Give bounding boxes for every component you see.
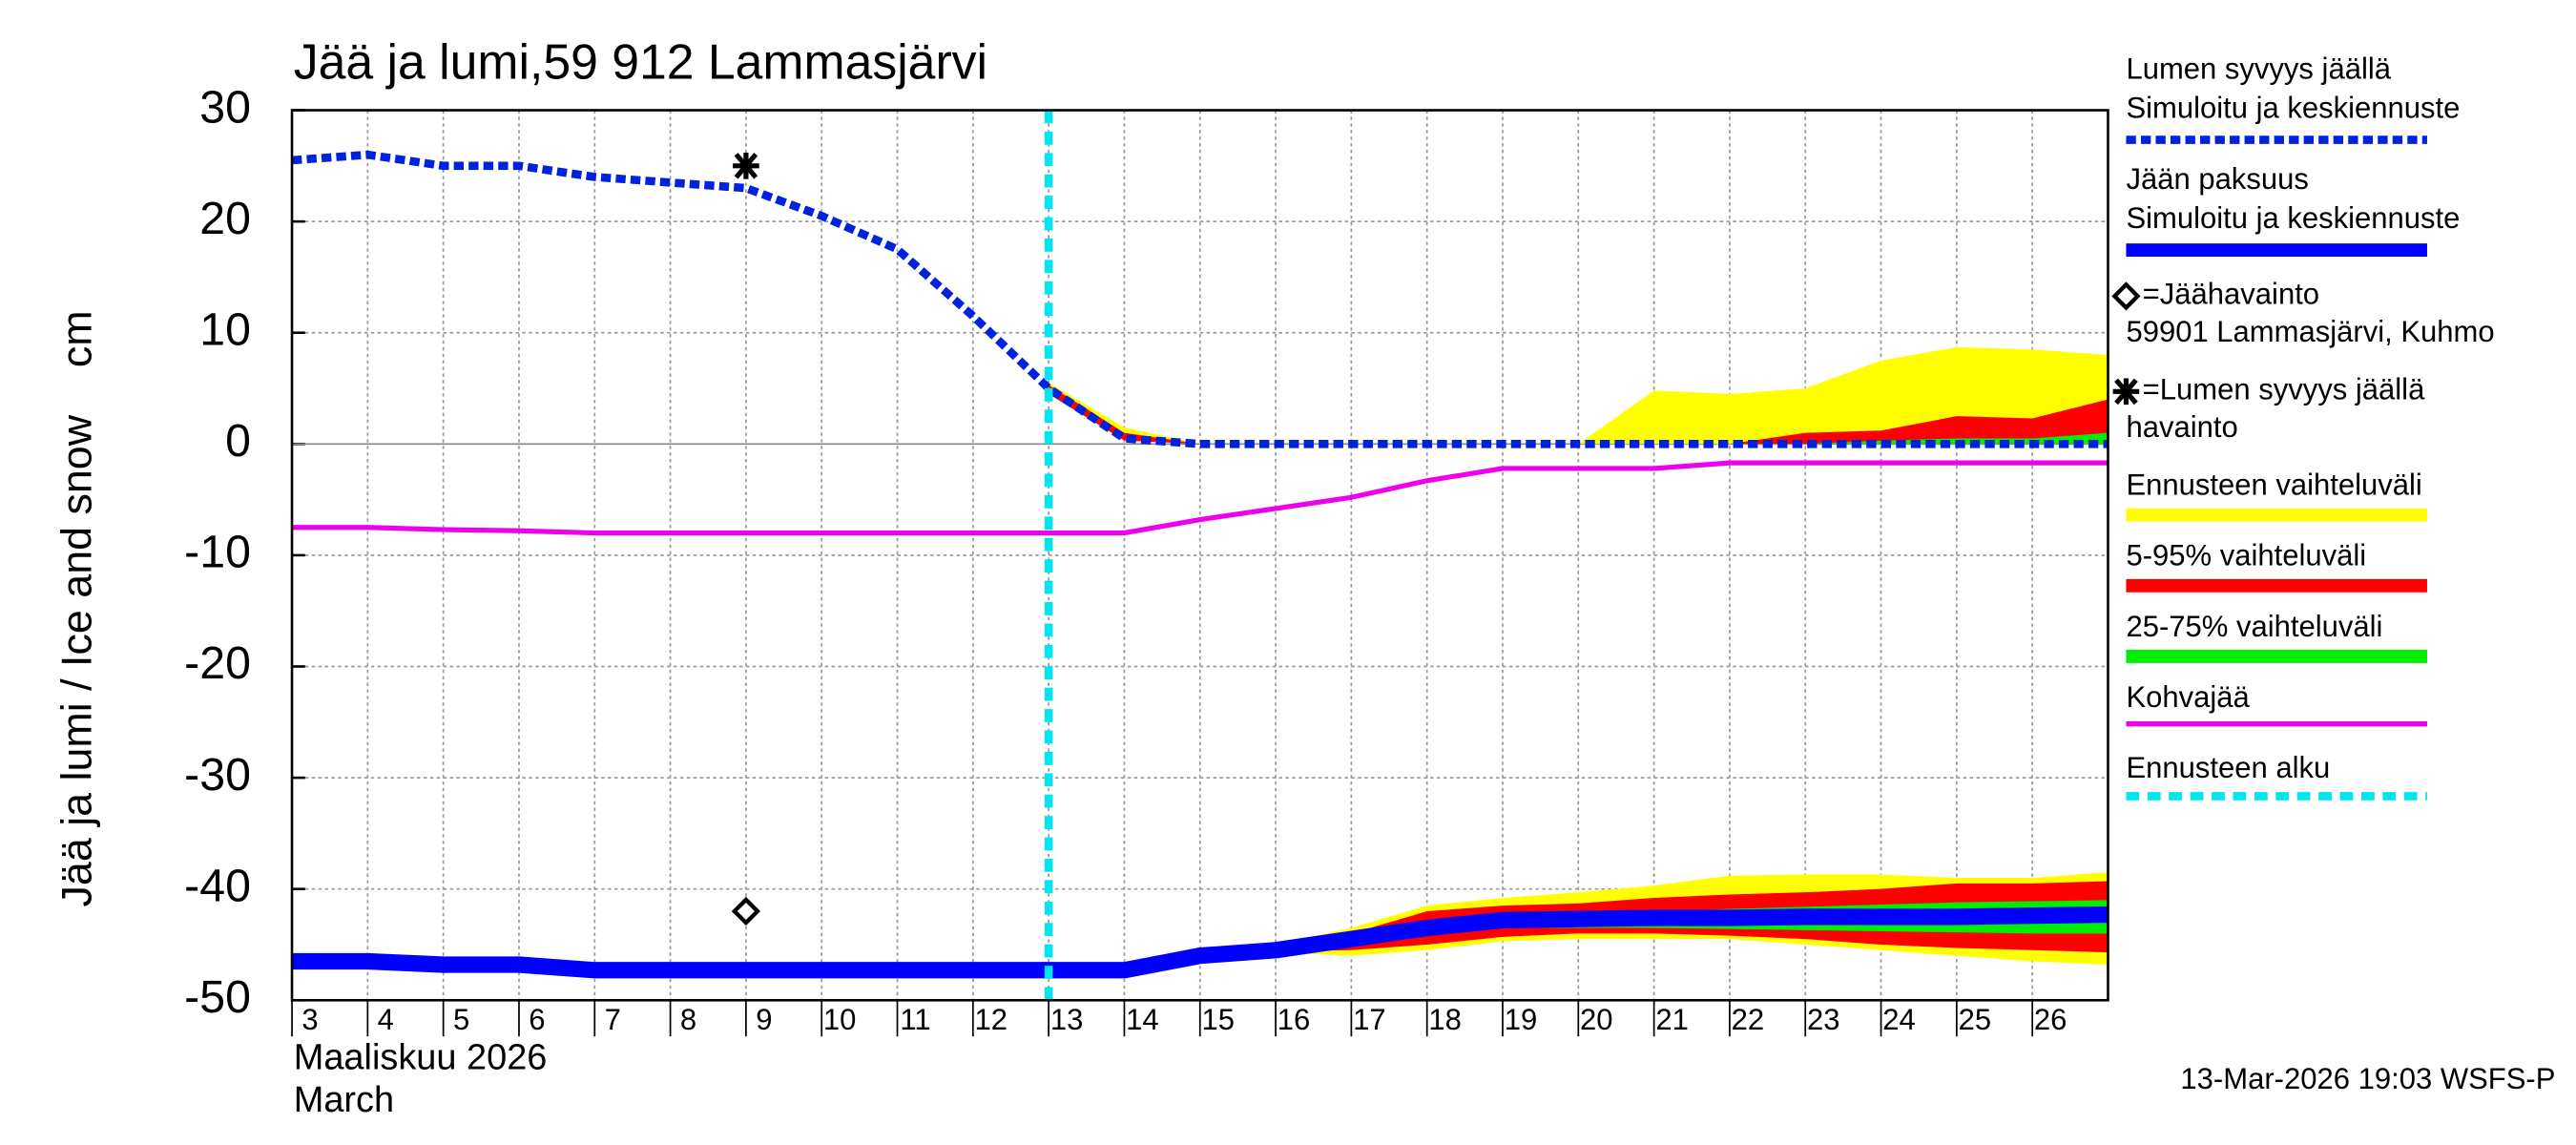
y-tick-label: 20 — [199, 193, 251, 244]
x-tick-label: 17 — [1353, 1003, 1386, 1036]
footer: 13-Mar-2026 19:03 WSFS-P — [2180, 1062, 2555, 1095]
observation-marker — [731, 896, 761, 926]
legend-label: =Jäähavainto — [2143, 278, 2319, 311]
x-tick-label: 6 — [529, 1003, 545, 1036]
x-tick-label: 22 — [1732, 1003, 1765, 1036]
y-tick-label: -50 — [184, 971, 251, 1023]
legend-label: 59901 Lammasjärvi, Kuhmo — [2126, 315, 2494, 348]
x-tick-label: 12 — [975, 1003, 1008, 1036]
legend-label: Kohvajää — [2126, 680, 2250, 714]
x-tick-label: 9 — [756, 1003, 772, 1036]
legend-label: 25-75% vaihteluväli — [2126, 610, 2382, 643]
legend-label: Ennusteen alku — [2126, 751, 2330, 784]
x-tick-label: 7 — [605, 1003, 621, 1036]
x-tick-label: 4 — [378, 1003, 394, 1036]
x-tick-label: 23 — [1807, 1003, 1840, 1036]
data-line — [292, 906, 2109, 979]
x-tick-label: 26 — [2034, 1003, 2067, 1036]
legend-label: =Lumen syvyys jäällä — [2143, 373, 2425, 406]
x-tick-label: 20 — [1580, 1003, 1613, 1036]
x-tick-label: 14 — [1126, 1003, 1159, 1036]
legend-label: Simuloitu ja keskiennuste — [2126, 201, 2460, 235]
chart-title: Jää ja lumi,59 912 Lammasjärvi — [294, 34, 987, 90]
y-tick-label: 10 — [199, 303, 251, 355]
legend-label: Jään paksuus — [2126, 162, 2308, 196]
legend-marker — [2112, 378, 2140, 406]
y-tick-label: -20 — [184, 637, 251, 689]
legend-label: Lumen syvyys jäällä — [2126, 52, 2391, 85]
x-tick-label: 10 — [823, 1003, 856, 1036]
legend-label: Simuloitu ja keskiennuste — [2126, 92, 2460, 125]
x-axis-label: Maaliskuu 2026 — [294, 1037, 548, 1077]
y-tick-label: 30 — [199, 81, 251, 133]
data-line — [291, 150, 2109, 448]
x-tick-label: 25 — [1959, 1003, 1992, 1036]
x-tick-label: 8 — [680, 1003, 696, 1036]
x-tick-label: 24 — [1882, 1003, 1916, 1036]
y-tick-label: -30 — [184, 749, 251, 801]
x-axis-label-2: March — [294, 1080, 394, 1120]
x-tick-label: 18 — [1428, 1003, 1462, 1036]
x-tick-label: 11 — [900, 1003, 930, 1036]
y-tick-label: -40 — [184, 860, 251, 911]
y-tick-label: -10 — [184, 527, 251, 578]
x-tick-label: 16 — [1278, 1003, 1311, 1036]
band-area — [1049, 385, 2109, 445]
y-tick-label: 0 — [225, 415, 251, 467]
observation-marker — [733, 153, 759, 179]
legend-marker — [2111, 281, 2141, 311]
plot-frame — [290, 109, 2109, 1002]
legend-label: 5-95% vaihteluväli — [2126, 539, 2366, 572]
band-area — [1049, 346, 2109, 445]
x-tick-label: 19 — [1505, 1003, 1538, 1036]
x-tick-label: 3 — [301, 1003, 318, 1036]
x-tick-label: 13 — [1050, 1003, 1084, 1036]
data-line — [292, 460, 2109, 536]
x-tick-label: 5 — [453, 1003, 469, 1036]
legend-label: Ennusteen vaihteluväli — [2126, 468, 2421, 502]
x-tick-label: 15 — [1201, 1003, 1235, 1036]
y-axis-label: Jää ja lumi / Ice and snow cm — [52, 310, 100, 906]
x-tick-label: 21 — [1655, 1003, 1689, 1036]
legend-label: havainto — [2126, 410, 2237, 444]
